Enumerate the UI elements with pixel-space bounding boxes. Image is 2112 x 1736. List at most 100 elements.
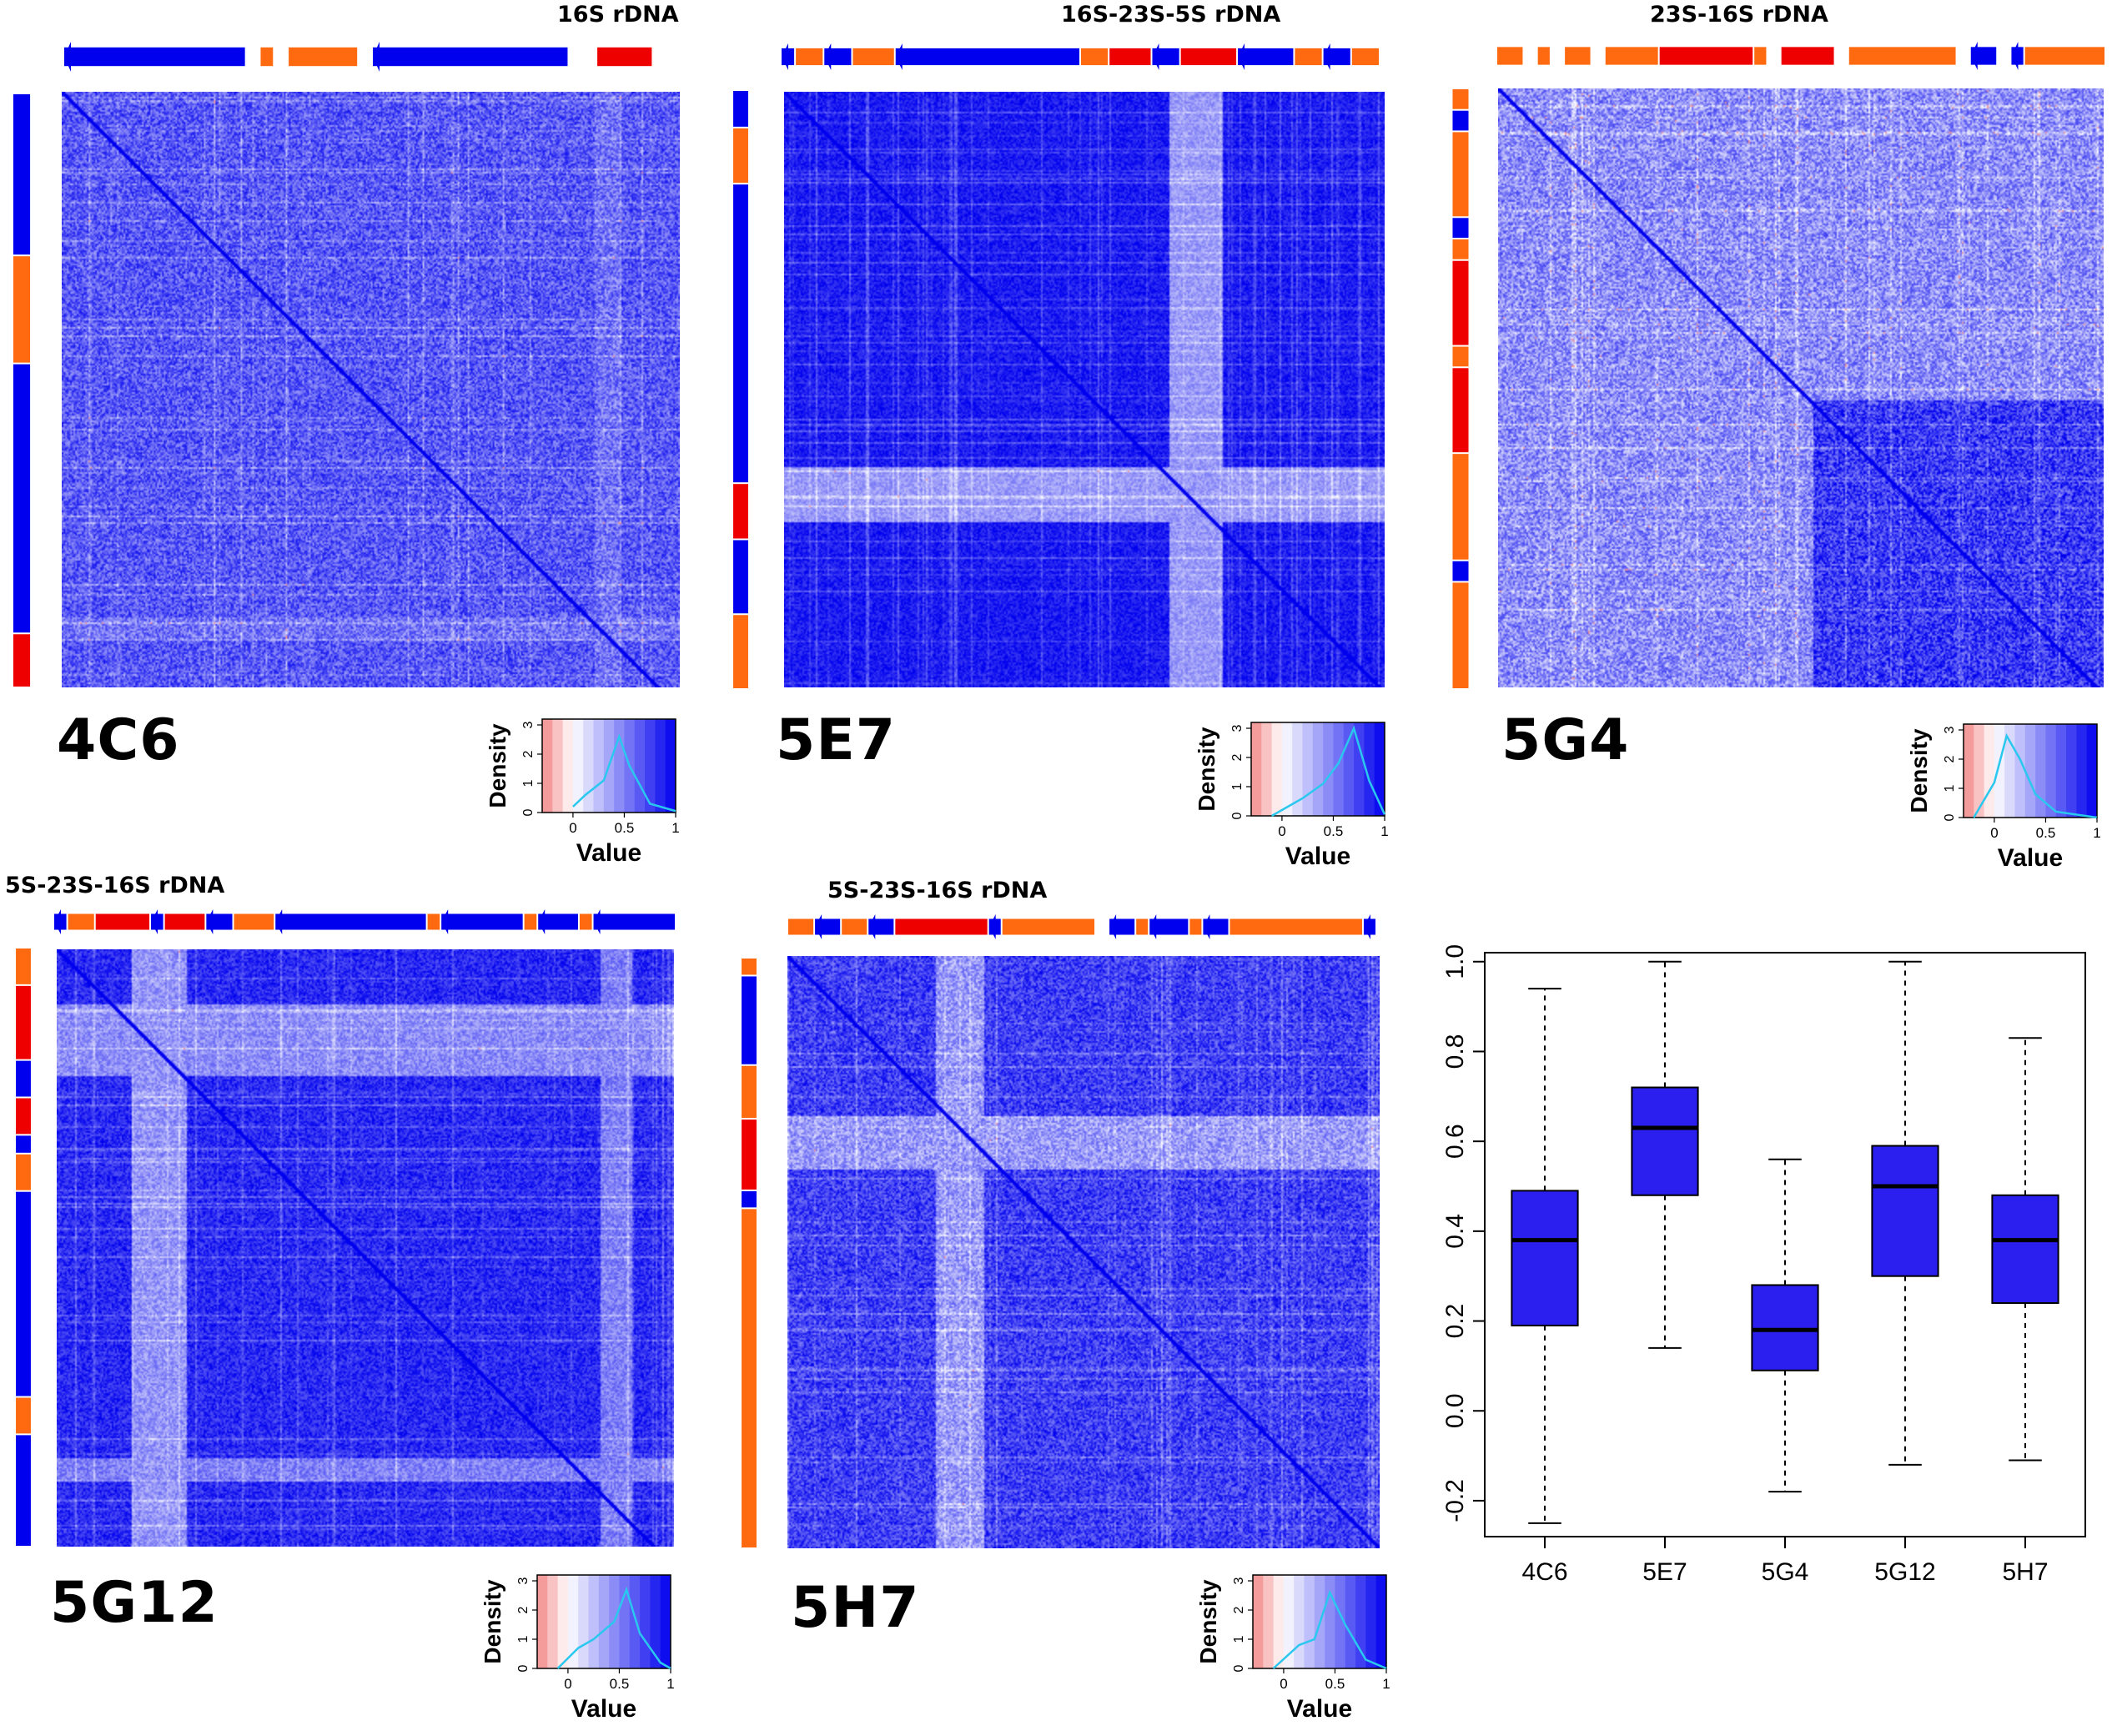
gene-R [895, 918, 988, 935]
box-5H7 [1991, 1037, 2059, 1462]
key-swatch [1251, 722, 1262, 816]
gene-arrowhead [275, 909, 283, 934]
boxplot-ytick-label: 0.6 [1441, 1124, 1469, 1159]
key-swatch [1974, 724, 1985, 818]
gene-O [742, 959, 757, 975]
key-swatch [1304, 1575, 1315, 1668]
key-swatch [1283, 1575, 1295, 1668]
key-swatch [1355, 1575, 1366, 1668]
key-swatch [1263, 1575, 1275, 1668]
key-swatch [557, 1575, 569, 1668]
gene-O [733, 615, 748, 688]
key-swatch [1984, 724, 1995, 818]
key-xtick-label: 0 [569, 820, 576, 836]
key-swatch [593, 719, 605, 813]
gene-arrowhead [538, 909, 546, 934]
panel-label-5G12: 5G12 [50, 1570, 219, 1636]
key-xtick-label: 1 [671, 820, 679, 836]
key-xtick-label: 1 [1380, 823, 1388, 839]
key-swatch [1364, 722, 1375, 816]
gene-track-left-5H7 [742, 959, 757, 1547]
gene-arrowhead [988, 914, 996, 939]
key-ytick-label: 3 [1232, 1577, 1246, 1584]
key-xtick-label: 0 [1280, 1676, 1287, 1692]
key-ytick-label: 3 [516, 1577, 531, 1584]
key-xtick-label: 1 [1382, 1676, 1390, 1692]
color-key-5H7: 0 1 2 3 0 0.5 1 Density Value [1195, 1574, 1390, 1723]
key-ytick-label: 1 [516, 1635, 531, 1643]
key-swatch [542, 719, 553, 813]
gene-track-top-5G12 [54, 909, 675, 934]
key-swatch [665, 719, 676, 813]
gene-O [16, 949, 31, 984]
key-density-line [1973, 732, 2098, 819]
gene-arrowhead [824, 43, 832, 70]
key-swatch [1333, 722, 1345, 816]
key-swatch [634, 719, 646, 813]
boxplot-ytick-label: 0.0 [1441, 1393, 1469, 1428]
box-iqr [1871, 1145, 1939, 1277]
key-swatch [1302, 722, 1314, 816]
gene-R [1109, 48, 1151, 66]
key-xtick-label: 0.5 [610, 1676, 630, 1692]
key-swatch [1365, 1575, 1377, 1668]
gene-R [742, 1120, 757, 1190]
gene-track-top-5G4 [1497, 42, 2104, 70]
boxplot-xtick-label: 5G12 [1874, 1558, 1935, 1586]
key-xtick-label: 0 [564, 1676, 571, 1692]
key-swatch [1271, 722, 1283, 816]
region-label-5H7: 5S-23S-16S rDNA [827, 878, 1048, 903]
key-swatch [537, 1575, 548, 1668]
gene-O [1754, 47, 1767, 65]
gene-B [441, 913, 523, 930]
gene-B [13, 364, 31, 633]
key-swatch [2024, 724, 2036, 818]
gene-O [68, 913, 94, 930]
key-density-line [1270, 725, 1386, 818]
boxplot-xtick-label: 4C6 [1521, 1558, 1567, 1586]
gene-O [1002, 918, 1095, 935]
key-swatch [655, 719, 666, 813]
key-frame [536, 1574, 671, 1669]
gene-O [234, 913, 274, 930]
key-swatch [578, 1575, 590, 1668]
key-swatch [650, 1575, 661, 1668]
gene-O [1565, 47, 1591, 65]
key-ytick-label: 0 [521, 808, 536, 816]
key-swatch [645, 719, 656, 813]
key-swatch [1994, 724, 2005, 818]
gene-O [1537, 47, 1550, 65]
gene-arrowhead [895, 43, 903, 70]
key-ytick-label: 3 [1230, 724, 1245, 732]
key-swatch [1375, 1575, 1387, 1668]
gene-B [538, 913, 578, 930]
gene-R [16, 1098, 31, 1135]
key-ytick-label: 0 [1943, 813, 1957, 821]
gene-B [733, 540, 748, 614]
gene-O [1452, 132, 1469, 217]
gene-B [895, 48, 1079, 66]
gene-R [13, 634, 31, 687]
key-ytick-label: 3 [521, 721, 536, 728]
key-swatch [2086, 724, 2098, 818]
gene-R [1659, 47, 1753, 65]
gene-O [1452, 89, 1469, 109]
key-xlabel: Value [1287, 1695, 1352, 1723]
gene-arrowhead [1109, 914, 1117, 939]
gene-B [275, 913, 426, 930]
key-swatch [1281, 722, 1293, 816]
gene-B [742, 976, 757, 1064]
gene-B [13, 94, 31, 255]
key-swatch [562, 719, 574, 813]
key-frame [1963, 723, 2098, 818]
panel-label-5H7: 5H7 [791, 1575, 920, 1641]
gene-arrowhead [64, 42, 71, 72]
boxplot-xtick-label: 5G4 [1762, 1558, 1809, 1586]
key-swatch [1374, 722, 1385, 816]
boxplot-ytick-label: 0.8 [1441, 1034, 1469, 1069]
key-swatch [614, 719, 625, 813]
gene-B [1238, 48, 1294, 66]
gene-R [1452, 368, 1469, 453]
gene-arrowhead [151, 909, 158, 934]
gene-O [260, 47, 274, 67]
